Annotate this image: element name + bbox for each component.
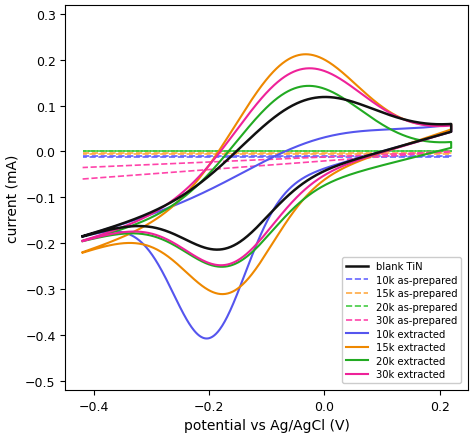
Legend: blank TiN, 10k as-prepared, 15k as-prepared, 20k as-prepared, 30k as-prepared, 1: blank TiN, 10k as-prepared, 15k as-prepa… <box>342 258 461 383</box>
Y-axis label: current (mA): current (mA) <box>6 154 19 242</box>
X-axis label: potential vs Ag/AgCl (V): potential vs Ag/AgCl (V) <box>184 418 350 432</box>
